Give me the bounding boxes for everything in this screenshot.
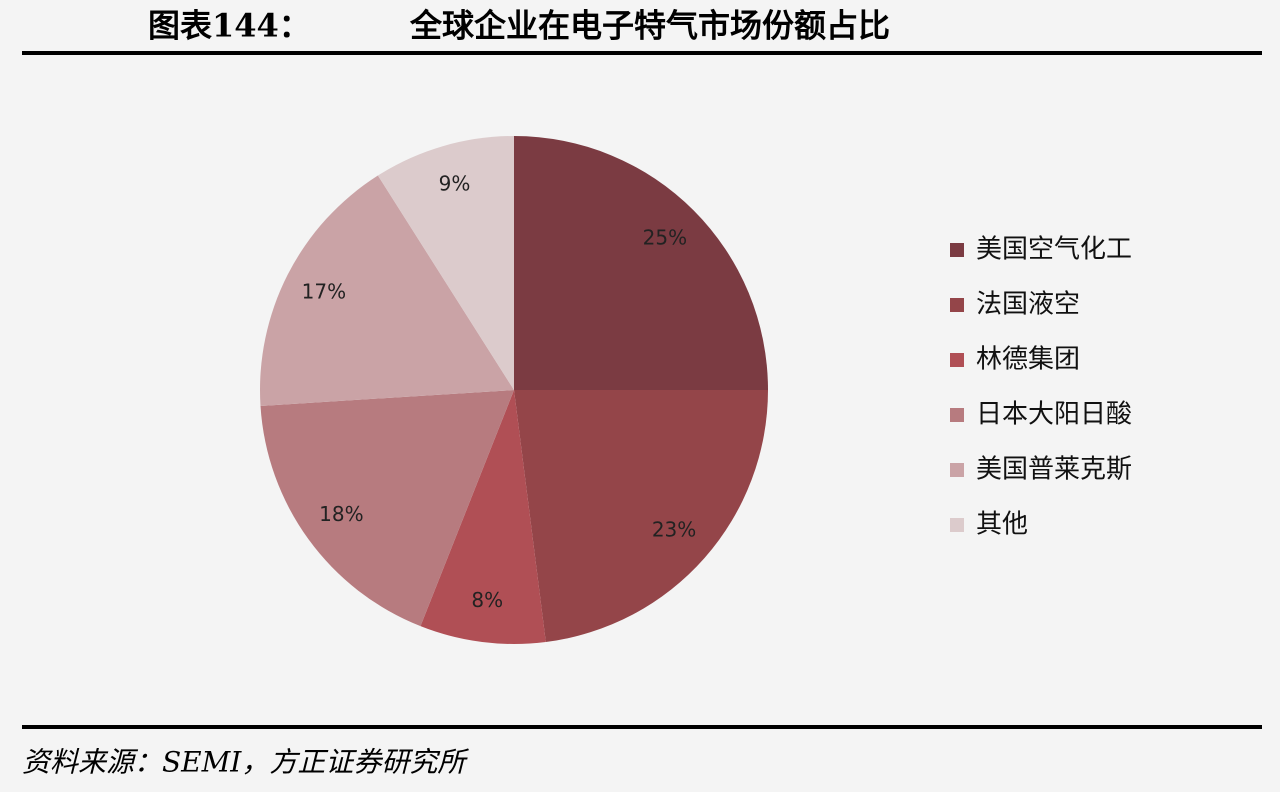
- legend-swatch: [950, 408, 964, 422]
- pie-slice: [260, 175, 514, 406]
- figure-number: 图表144：: [148, 7, 311, 45]
- legend-label: 美国空气化工: [976, 235, 1132, 265]
- pie-slice: [514, 136, 768, 390]
- data-label: 8%: [471, 588, 503, 612]
- legend-label: 日本大阳日酸: [976, 400, 1132, 430]
- legend-swatch: [950, 353, 964, 367]
- pie-slice: [514, 390, 768, 642]
- data-label: 25%: [643, 226, 687, 250]
- legend-swatch: [950, 463, 964, 477]
- data-label: 23%: [652, 518, 696, 542]
- legend-swatch: [950, 298, 964, 312]
- pie-slice: [420, 390, 546, 644]
- legend-swatch: [950, 243, 964, 257]
- source-note: 资料来源：SEMI，方正证券研究所: [22, 746, 469, 779]
- data-label: 9%: [439, 172, 471, 196]
- legend-label: 林德集团: [976, 345, 1080, 375]
- legend-swatch: [950, 518, 964, 532]
- data-label: 17%: [302, 280, 346, 304]
- pie-slice: [377, 136, 514, 390]
- chart-title: 全球企业在电子特气市场份额占比: [409, 7, 890, 45]
- legend-label: 美国普莱克斯: [976, 455, 1132, 485]
- legend-label: 其他: [976, 510, 1028, 540]
- pie-slice: [260, 390, 514, 627]
- data-label: 18%: [319, 502, 363, 526]
- legend-label: 法国液空: [976, 290, 1080, 320]
